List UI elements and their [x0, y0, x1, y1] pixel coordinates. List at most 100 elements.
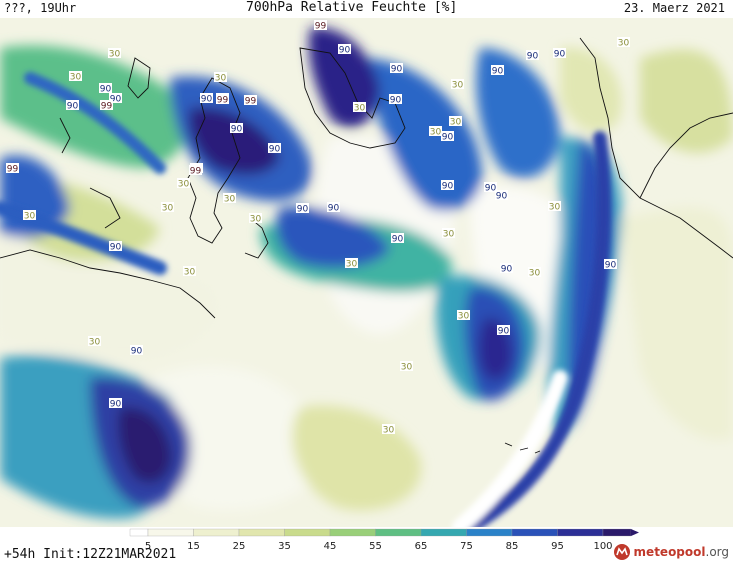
- contour-label: 90: [491, 65, 504, 77]
- colorbar-tick-label: 55: [369, 541, 382, 552]
- svg-text:30: 30: [224, 195, 236, 205]
- svg-text:99: 99: [7, 165, 19, 175]
- contour-label: 99: [244, 95, 257, 107]
- contour-label: 30: [400, 361, 413, 373]
- contour-label: 90: [441, 180, 454, 192]
- colorbar-segment: [329, 528, 376, 537]
- svg-text:30: 30: [458, 312, 470, 322]
- contour-label: 30: [457, 310, 470, 322]
- contour-label: 30: [177, 178, 190, 190]
- contour-label: 90: [109, 93, 122, 105]
- contour-label: 90: [66, 100, 79, 112]
- colorbar-segment: [129, 528, 149, 537]
- contour-label: 99: [216, 94, 229, 106]
- contour-label: 90: [484, 182, 497, 194]
- svg-text:90: 90: [110, 400, 122, 410]
- svg-text:30: 30: [354, 104, 366, 114]
- svg-text:90: 90: [442, 133, 454, 143]
- contour-label: 30: [108, 48, 121, 60]
- svg-text:30: 30: [250, 215, 262, 225]
- svg-text:90: 90: [492, 67, 504, 77]
- svg-text:99: 99: [315, 22, 327, 32]
- svg-text:30: 30: [383, 426, 395, 436]
- footer: 5 15 25 35 45 55 65 75 85 95 100 +54h Init:12Z21MA…: [0, 527, 733, 566]
- svg-text:90: 90: [67, 102, 79, 112]
- contour-label: 99: [6, 163, 19, 175]
- contour-label: 90: [389, 94, 402, 106]
- contour-label: 30: [382, 424, 395, 436]
- colorbar-tick-label: 95: [551, 541, 564, 552]
- contour-label: 30: [548, 201, 561, 213]
- svg-text:90: 90: [391, 65, 403, 75]
- colorbar-tick-label: 65: [415, 541, 428, 552]
- contour-label: 90: [130, 345, 143, 357]
- contour-label: 30: [214, 72, 227, 84]
- svg-text:30: 30: [162, 204, 174, 214]
- svg-text:90: 90: [442, 182, 454, 192]
- svg-text:90: 90: [392, 235, 404, 245]
- colorbar-segment: [375, 528, 422, 537]
- contour-label: 90: [296, 203, 309, 215]
- svg-text:30: 30: [178, 180, 190, 190]
- contour-label: 90: [268, 143, 281, 155]
- svg-text:30: 30: [618, 39, 630, 49]
- contour-labels: 3099909090303030909990999090999099909030…: [6, 20, 630, 436]
- contour-label: 30: [345, 258, 358, 270]
- svg-text:90: 90: [231, 125, 243, 135]
- colorbar-tick-label: 15: [187, 541, 200, 552]
- svg-text:99: 99: [190, 167, 202, 177]
- svg-text:90: 90: [501, 265, 513, 275]
- contour-label: 90: [604, 259, 617, 271]
- contour-label: 30: [528, 267, 541, 279]
- colorbar-arrow: [631, 529, 639, 536]
- svg-text:30: 30: [109, 50, 121, 60]
- contour-label: 90: [200, 93, 213, 105]
- contour-label: 90: [526, 50, 539, 62]
- contour-label: 90: [553, 48, 566, 60]
- svg-text:30: 30: [184, 268, 196, 278]
- init-label: +54h Init:12Z21MAR2021: [4, 547, 177, 562]
- contour-label: 90: [230, 123, 243, 135]
- colorbar-tick-label: 25: [233, 541, 246, 552]
- colorbar-segment: [193, 528, 240, 537]
- colorbar-segment: [557, 528, 604, 537]
- contour-label: 90: [495, 190, 508, 202]
- colorbar-tick-label: 5: [145, 541, 151, 552]
- svg-text:90: 90: [554, 50, 566, 60]
- humidity-map: 3099909090303030909990999090999099909030…: [0, 18, 733, 527]
- meteopool-logo[interactable]: meteopool.org: [613, 542, 729, 562]
- contour-label: 99: [100, 100, 113, 112]
- svg-text:30: 30: [443, 230, 455, 240]
- colorbar-tick-label: 35: [278, 541, 291, 552]
- colorbar: 5 15 25 35 45 55 65 75 85 95 100: [129, 528, 639, 552]
- colorbar-tick-label: 75: [460, 541, 473, 552]
- colorbar-segment: [284, 528, 331, 537]
- colorbar-segment: [466, 528, 513, 537]
- svg-text:90: 90: [498, 327, 510, 337]
- contour-label: 30: [617, 37, 630, 49]
- colorbar-segment: [511, 528, 558, 537]
- colorbar-segment: [238, 528, 285, 537]
- contour-label: 30: [183, 266, 196, 278]
- svg-text:99: 99: [217, 96, 229, 106]
- svg-text:90: 90: [110, 95, 122, 105]
- svg-text:90: 90: [100, 85, 112, 95]
- contour-label: 30: [88, 336, 101, 348]
- contour-label: 30: [429, 126, 442, 138]
- svg-text:90: 90: [390, 96, 402, 106]
- map-title: 700hPa Relative Feuchte [%]: [246, 0, 458, 15]
- svg-text:90: 90: [131, 347, 143, 357]
- svg-text:90: 90: [201, 95, 213, 105]
- svg-text:30: 30: [549, 203, 561, 213]
- contour-label: 90: [441, 131, 454, 143]
- svg-text:30: 30: [401, 363, 413, 373]
- colorbar-segment: [602, 528, 632, 537]
- svg-text:30: 30: [24, 212, 36, 222]
- svg-text:30: 30: [215, 74, 227, 84]
- contour-label: 90: [327, 202, 340, 214]
- contour-label: 30: [449, 116, 462, 128]
- svg-text:90: 90: [269, 145, 281, 155]
- svg-text:90: 90: [485, 184, 497, 194]
- svg-text:30: 30: [452, 81, 464, 91]
- contour-label: 30: [223, 193, 236, 205]
